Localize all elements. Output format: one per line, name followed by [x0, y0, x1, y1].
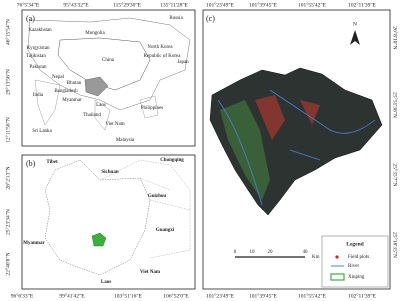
lon-tick-label: 99°41'42"E	[59, 292, 85, 299]
place-label: Guangxi	[156, 228, 175, 233]
place-label: Sri Lanka	[32, 129, 52, 134]
legend-title: Legend	[346, 241, 363, 247]
legend-label: Xinping	[348, 275, 365, 280]
lon-tick-label: 102°11'39"E	[348, 1, 376, 8]
place-label: Myanmar	[23, 241, 45, 246]
place-label: North Korea	[147, 45, 173, 50]
scale-label: 20	[268, 250, 274, 255]
legend-label: Field plots	[348, 255, 369, 260]
lon-tick-label: 101°55'42"E	[298, 292, 327, 299]
place-label: Bangladesh	[54, 89, 78, 94]
lat-tick-label: 12°11'58"N	[4, 117, 11, 143]
lon-tick-label: 135°11'28"E	[160, 1, 188, 8]
place-label: Chongqing	[160, 158, 184, 163]
yunnan-outline	[44, 159, 151, 276]
lat-tick-label: 29°13'56"N	[4, 69, 11, 95]
place-label: Thailand	[83, 113, 101, 118]
north-arrow	[350, 30, 360, 45]
place-label: Bhutan	[67, 81, 82, 86]
province-borders	[99, 159, 191, 259]
place-label: Kazakhstan	[28, 28, 52, 33]
panel-label: (a)	[26, 14, 35, 23]
place-label: Pakistan	[30, 65, 47, 70]
yunnan-highlight	[84, 76, 109, 97]
place-label: Laos	[101, 280, 111, 285]
place-label: Viet Nam	[140, 270, 161, 275]
lat-tick-label: 25°23'34"N	[4, 209, 11, 235]
place-label: Tibet	[46, 160, 58, 165]
bare-land	[255, 95, 320, 140]
scale-label: 40	[303, 250, 309, 255]
lon-tick-label: 96°6'33"E	[11, 292, 34, 299]
scale-label: 10	[250, 250, 256, 255]
xinping-area	[91, 232, 107, 247]
lat-tick-label: 25°18'35"N	[392, 232, 399, 258]
panel-label: (c)	[206, 14, 215, 23]
lon-tick-label: 101°39'45"E	[249, 1, 278, 8]
place-label: Philippines	[141, 106, 164, 111]
place-label: Guizhou	[148, 194, 167, 199]
lon-tick-label: 102°11'39"E	[348, 292, 376, 299]
lon-tick-label: 101°39'45"E	[249, 292, 278, 299]
rivers	[217, 89, 376, 206]
coastlines	[34, 79, 159, 131]
lon-tick-label: 76°5'34"E	[17, 1, 40, 8]
lon-tick-label: 103°51'16"E	[114, 292, 143, 299]
country-borders	[27, 17, 191, 111]
legend-plot-symbol	[335, 255, 339, 259]
lon-tick-label: 106°52'0"E	[163, 292, 189, 299]
panel-label: (b)	[26, 159, 36, 168]
lat-tick-label: 28°2'13"N	[4, 166, 11, 189]
place-label: Russia	[169, 16, 183, 21]
scale-label: 0	[234, 250, 237, 255]
lon-tick-label: 101°23'49"E	[206, 1, 235, 8]
place-label: Japan	[177, 60, 189, 65]
place-label: Tajikistan	[26, 54, 46, 59]
place-label: Laos	[96, 103, 106, 108]
lat-tick-label: 46°15'54"N	[4, 19, 11, 45]
legend-label: River	[348, 264, 359, 269]
place-label: China	[102, 58, 115, 63]
place-label: India	[33, 93, 44, 98]
place-label: Malaysia	[116, 138, 135, 143]
place-label: Myanmar	[62, 98, 82, 103]
place-label: Sichuan	[101, 170, 118, 175]
place-label: Kyrgyzstan	[27, 46, 50, 51]
place-label: Nepal	[52, 75, 65, 80]
legend-xinping-symbol	[330, 273, 345, 281]
north-label: N	[353, 21, 357, 27]
lon-tick-label: 101°23'49"E	[206, 292, 235, 299]
lon-tick-label: 101°55'42"E	[298, 1, 327, 8]
place-label: Republic of Korea	[144, 54, 182, 59]
place-label: Mongolia	[85, 31, 105, 36]
lat-tick-label: 22°40'8"N	[4, 252, 11, 275]
scale-unit: Km	[312, 255, 320, 260]
lat-tick-label: 25°35'7"N	[392, 163, 399, 186]
lon-tick-label: 95°43'32"E	[63, 1, 89, 8]
china-outline	[57, 37, 151, 91]
lon-tick-label: 115°29'30"E	[113, 1, 141, 8]
lat-tick-label: 26°8'10"N	[392, 26, 399, 49]
place-label: Viet Nam	[105, 122, 124, 127]
lat-tick-label: 25°51'38"N	[392, 92, 399, 118]
